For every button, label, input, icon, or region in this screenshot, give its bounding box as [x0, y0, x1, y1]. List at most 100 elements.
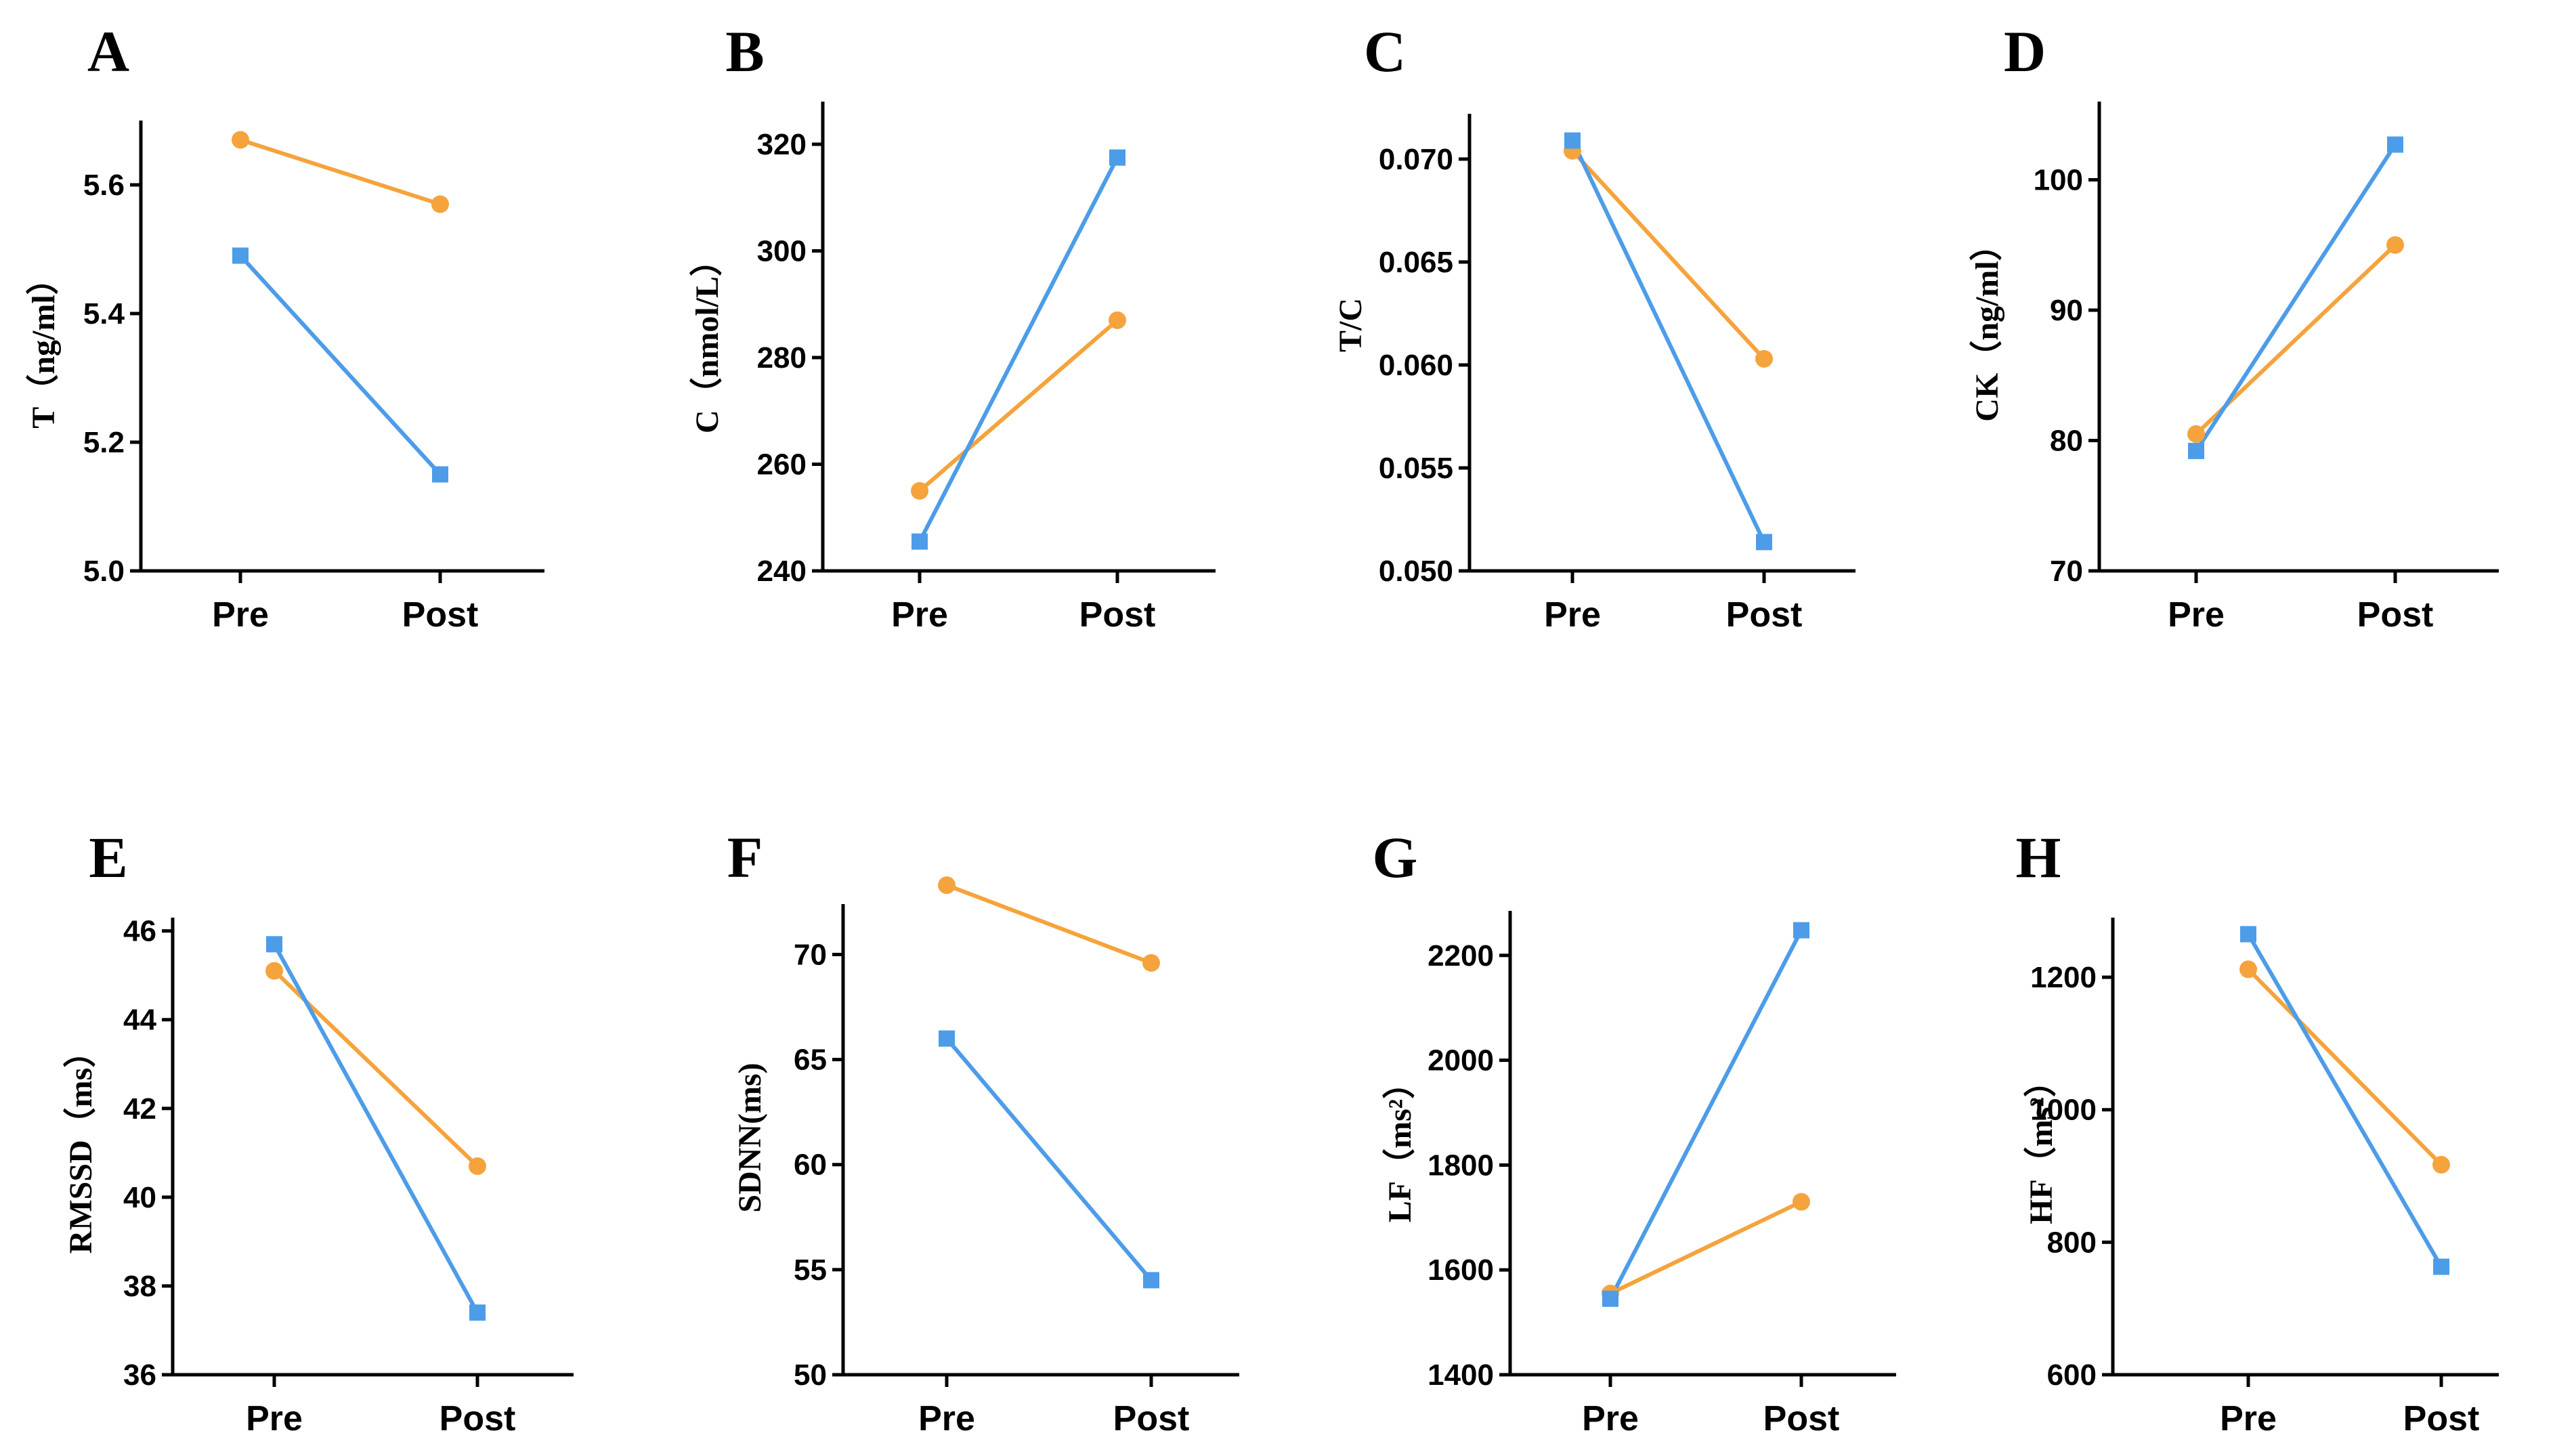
y-tick-label: 70	[794, 938, 827, 971]
y-tick-label: 1200	[2030, 961, 2097, 994]
y-tick-label: 5.0	[83, 555, 125, 588]
x-tick-label-post: Post	[2403, 1399, 2480, 1438]
y-axis-label: RMSSD（ms）	[63, 1035, 99, 1254]
series-line-blue-square	[2246, 933, 2443, 1268]
y-tick-label: 36	[123, 1358, 156, 1392]
x-tick-label-post: Post	[2357, 595, 2434, 635]
series-line-blue-square	[238, 254, 442, 476]
x-tick-label-pre: Pre	[212, 595, 269, 635]
data-point-blue-square-post	[2387, 136, 2403, 153]
data-point-blue-square-pre	[911, 533, 928, 550]
panel-letter-c: C	[1364, 19, 1406, 84]
y-tick-label: 320	[757, 128, 807, 161]
x-tick-label-post: Post	[1113, 1399, 1190, 1438]
panel-letter-a: A	[87, 19, 129, 84]
series-line-blue-square	[272, 943, 479, 1314]
y-axis-label: C（nmol/L）	[689, 244, 725, 433]
panel-letter-b: B	[725, 19, 764, 84]
y-tick-label: 38	[123, 1270, 156, 1303]
data-point-blue-square-post	[1756, 534, 1772, 551]
panel-a: A T（ng/ml） 5.0 5.2 5.4 5.6 Pre Post	[26, 19, 544, 635]
data-point-orange-circle-post	[1755, 349, 1773, 368]
y-tick-label: 0.065	[1379, 246, 1453, 279]
data-point-blue-square-post	[1793, 922, 1809, 939]
panel-letter-h: H	[2016, 825, 2061, 890]
data-point-orange-circle-pre	[911, 481, 928, 500]
data-point-blue-square-pre	[1564, 132, 1581, 149]
y-tick-label: 1600	[1428, 1254, 1494, 1287]
data-point-orange-circle-pre	[938, 876, 956, 895]
x-tick-label-post: Post	[1763, 1399, 1840, 1438]
data-point-orange-circle-post	[1109, 311, 1126, 329]
data-point-blue-square-pre	[939, 1030, 955, 1047]
x-tick-label-post: Post	[1079, 595, 1156, 635]
y-tick-label: 1000	[2030, 1094, 2097, 1127]
series-line-orange-circle	[2246, 968, 2443, 1166]
y-axis-label: SDNN(ms)	[732, 1063, 768, 1212]
y-axis-label: CK（ng/ml）	[1969, 228, 2005, 421]
y-tick-label: 1400	[1428, 1358, 1494, 1392]
data-point-orange-circle-post	[431, 195, 449, 213]
y-axis-label: HF（ms²）	[2023, 1065, 2059, 1224]
y-tick-label: 260	[757, 448, 807, 481]
y-tick-label: 0.050	[1379, 555, 1453, 588]
x-tick-label-post: Post	[439, 1399, 516, 1438]
panel-letter-g: G	[1373, 825, 1418, 890]
y-tick-label: 0.070	[1379, 143, 1453, 176]
y-tick-label: 240	[757, 555, 807, 588]
y-tick-label: 0.060	[1379, 349, 1453, 382]
series-line-blue-square	[918, 156, 1119, 543]
data-point-blue-square-pre	[2188, 442, 2204, 459]
x-tick-label-pre: Pre	[891, 595, 948, 635]
data-point-blue-square-post	[469, 1304, 486, 1321]
y-tick-label: 800	[2047, 1226, 2097, 1259]
data-point-orange-circle-pre	[232, 131, 249, 149]
y-tick-label: 5.6	[83, 169, 125, 202]
x-tick-label-post: Post	[1726, 595, 1803, 635]
panel-b: B C（nmol/L） 240 260 280 300 320 Pre Post	[689, 19, 1216, 635]
panel-h: H HF（ms²） 600 800 1000 1200 Pre Post	[2016, 825, 2499, 1438]
y-tick-label: 46	[123, 915, 156, 948]
series-line-blue-square	[1608, 929, 1803, 1300]
data-point-orange-circle-pre	[2239, 960, 2257, 979]
series-line-orange-circle	[945, 883, 1153, 965]
panel-letter-e: E	[89, 825, 127, 890]
y-tick-label: 100	[2034, 164, 2083, 197]
panel-f: F SDNN(ms) 50 55 60 65 70 Pre Post	[727, 825, 1239, 1438]
y-tick-label: 60	[794, 1149, 827, 1182]
y-tick-label: 42	[123, 1092, 156, 1126]
series-line-blue-square	[945, 1037, 1153, 1282]
data-point-orange-circle-post	[1142, 954, 1160, 972]
data-point-blue-square-post	[1143, 1272, 1159, 1289]
panel-e: E RMSSD（ms） 36 38 40 42 44 46 Pre Post	[63, 825, 574, 1438]
y-axis-label: LF（ms²）	[1382, 1067, 1418, 1222]
y-tick-label: 44	[123, 1004, 156, 1037]
panel-c: C T/C 0.050 0.055 0.060 0.065 0.070 Pre Post	[1333, 19, 1855, 635]
y-tick-label: 70	[2050, 555, 2083, 588]
y-tick-label: 1800	[1428, 1149, 1494, 1182]
series-line-blue-square	[1570, 140, 1766, 543]
panel-d: D CK（ng/ml） 70 80 90 100 Pre Post	[1969, 19, 2499, 635]
series-line-blue-square	[2194, 143, 2397, 452]
x-tick-label-pre: Pre	[1582, 1399, 1639, 1438]
data-point-blue-square-pre	[1602, 1290, 1618, 1307]
series-line-orange-circle	[918, 318, 1119, 493]
x-tick-label-pre: Pre	[2220, 1399, 2277, 1438]
series-line-orange-circle	[240, 137, 441, 207]
y-tick-label: 600	[2047, 1358, 2097, 1392]
x-tick-label-pre: Pre	[2168, 595, 2225, 635]
y-axis-label: T（ng/ml）	[26, 262, 62, 428]
y-tick-label: 90	[2050, 294, 2083, 327]
y-tick-label: 65	[794, 1044, 827, 1077]
x-tick-label-post: Post	[402, 595, 479, 635]
x-tick-label-pre: Pre	[918, 1399, 975, 1438]
data-point-orange-circle-pre	[2187, 425, 2205, 443]
y-tick-label: 40	[123, 1181, 156, 1214]
series-line-orange-circle	[1570, 149, 1766, 360]
panel-letter-f: F	[727, 825, 763, 890]
x-tick-label-pre: Pre	[1544, 595, 1601, 635]
panel-letter-d: D	[2004, 19, 2046, 84]
y-tick-label: 55	[794, 1254, 827, 1287]
data-point-blue-square-post	[432, 466, 448, 483]
